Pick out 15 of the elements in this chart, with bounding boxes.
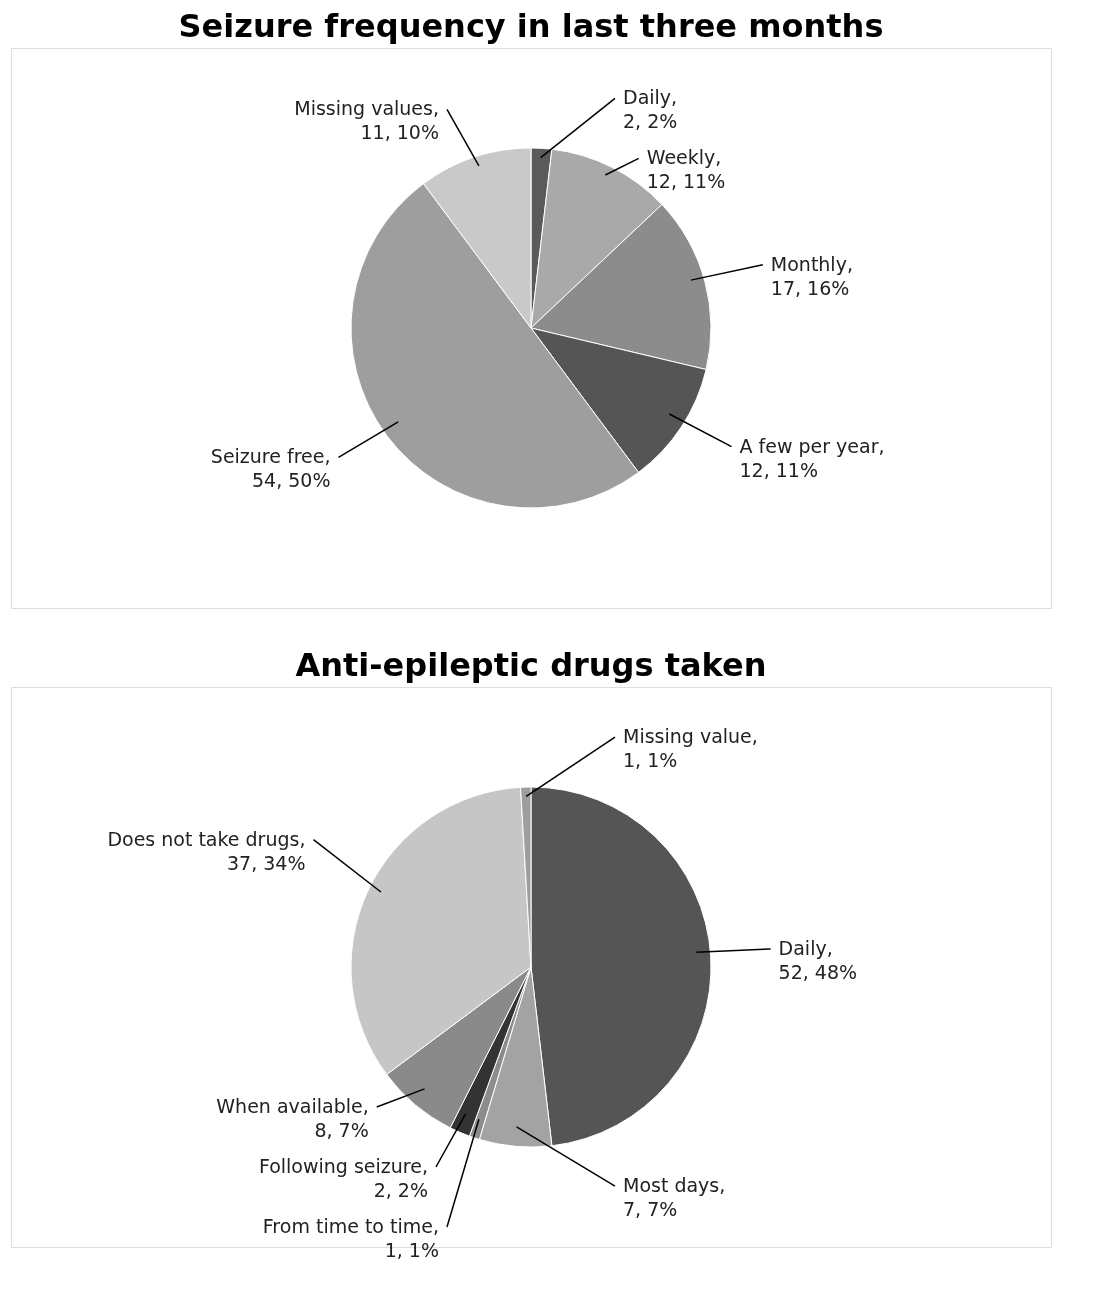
slice-label: Most days, 7, 7% xyxy=(623,1174,726,1221)
slice-label: Missing values, 11, 10% xyxy=(294,97,439,144)
slice-label: When available, 8, 7% xyxy=(216,1095,369,1141)
slice-label: Does not take drugs, 37, 34% xyxy=(107,827,306,874)
slice-label: Following seizure, 2, 2% xyxy=(258,1155,428,1201)
slice-label: Daily, 2, 2% xyxy=(623,86,678,133)
chart-title: Anti-epileptic drugs taken xyxy=(295,646,767,684)
slice-label: Seizure free, 54, 50% xyxy=(210,445,331,492)
slice-label: Weekly, 12, 11% xyxy=(646,146,726,193)
slice-label: Monthly, 17, 16% xyxy=(770,252,853,299)
slice-label: From time to time, 1, 1% xyxy=(262,1215,439,1261)
slice-label: Daily, 52, 48% xyxy=(778,936,858,983)
slice-label: A few per year, 12, 11% xyxy=(739,434,885,481)
slice-label: Missing value, 1, 1% xyxy=(623,725,758,772)
chart-title: Seizure frequency in last three months xyxy=(178,7,884,45)
